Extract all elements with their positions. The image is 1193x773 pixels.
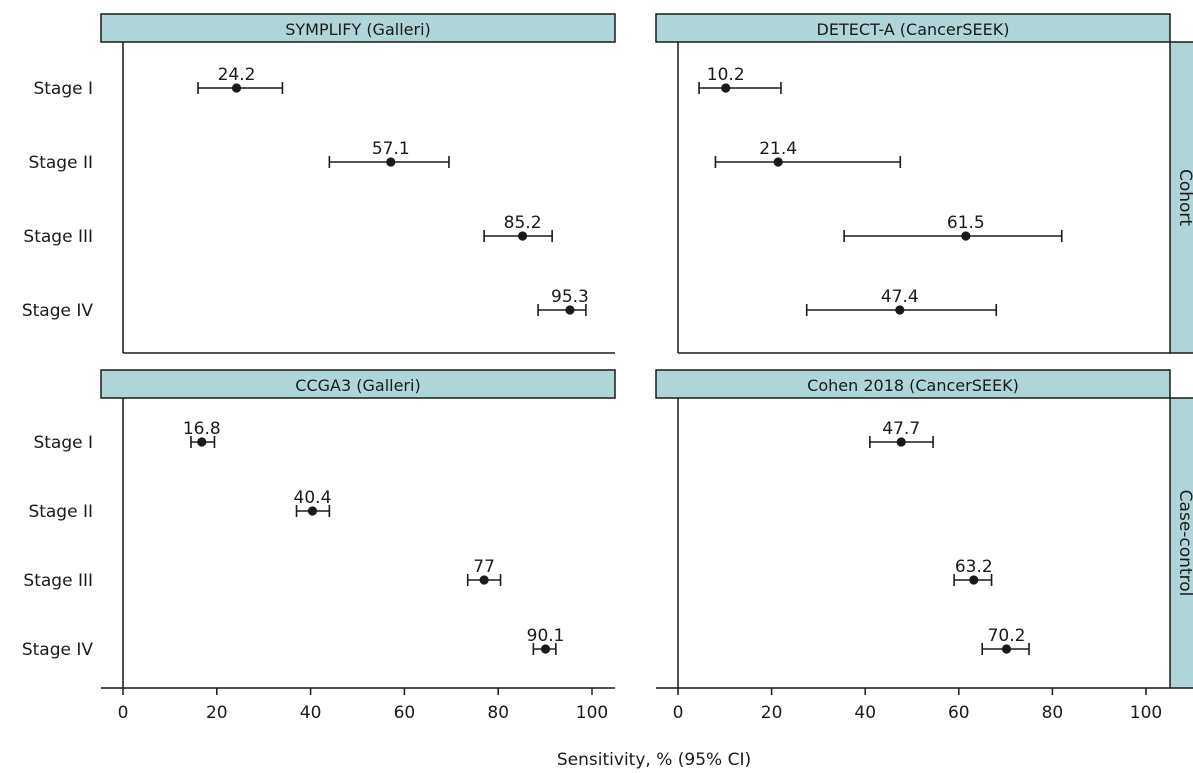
data-point [969,575,979,585]
data-label: 10.2 [707,65,745,85]
y-tick-label: Stage IV [22,640,94,660]
x-tick-label: 0 [118,703,129,723]
panel-title: CCGA3 (Galleri) [295,376,420,395]
data-label: 40.4 [294,488,332,508]
data-point [231,83,242,93]
x-tick-label: 20 [761,703,783,723]
x-tick-label: 20 [206,703,228,723]
data-label: 77 [473,557,495,577]
panel-title: DETECT-A (CancerSEEK) [817,20,1010,39]
x-tick-label: 80 [487,703,509,723]
data-point [1001,644,1012,654]
x-tick-label: 0 [673,703,684,723]
data-label: 61.5 [947,213,985,233]
data-point [386,157,396,167]
y-tick-label: Stage IV [22,301,94,321]
ci-errorbar [537,304,587,316]
panel-strip [100,369,616,399]
data-label: 24.2 [218,65,256,85]
data-label: 63.2 [955,557,993,577]
y-tick-label: Stage II [28,153,93,173]
data-label: 95.3 [551,287,589,307]
ci-errorbar [714,156,902,168]
y-tick-label: Stage I [33,433,93,453]
data-label: 85.2 [504,213,542,233]
x-axis-label: Sensitivity, % (95% CI) [557,750,751,770]
panel-3: CCGA3 (Galleri) Stage I Stage II Stage III S… [22,369,616,723]
data-point [565,305,575,315]
panel-title: SYMPLIFY (Galleri) [285,20,431,39]
y-tick-label: Stage III [23,571,93,591]
row-strip-label: Cohort [1175,169,1193,226]
data-point [540,644,551,654]
row-strip-1: Cohort [1169,41,1193,354]
data-label: 47.7 [882,419,920,439]
data-point [517,231,528,241]
panel-strip [100,13,616,43]
x-tick-label: 100 [1130,703,1162,723]
row-strip-2: Case-control [1169,397,1193,689]
data-point [773,157,783,167]
data-point [896,437,906,447]
panel-1: SYMPLIFY (Galleri) Stage I Stage II Stage I… [22,13,616,354]
y-tick-label: Stage II [28,502,93,522]
x-tick-label: 100 [576,703,608,723]
x-tick-label: 60 [948,703,970,723]
panel-strip [655,369,1171,399]
y-tick-label: Stage III [23,227,93,247]
panel-4: Cohen 2018 (CancerSEEK) 0 20 40 60 80 100 47.7 6… [655,369,1171,723]
x-tick-label: 80 [1042,703,1064,723]
data-label: 47.4 [881,287,919,307]
panel-2: DETECT-A (CancerSEEK) 10.2 21.4 61.5 47.4 [655,13,1171,354]
ci-errorbar [843,230,1063,242]
data-label: 70.2 [988,626,1026,646]
row-strip-box [1169,41,1193,354]
data-point [961,231,971,241]
x-tick-label: 40 [854,703,876,723]
data-label: 21.4 [759,139,797,159]
row-strip-label: Case-control [1175,490,1193,597]
y-tick-label: Stage I [33,79,93,99]
data-point [197,437,207,447]
panel-strip [655,13,1171,43]
data-label: 90.1 [527,626,565,646]
data-point [479,575,489,585]
panel-title: Cohen 2018 (CancerSEEK) [807,376,1019,395]
data-point [307,506,318,516]
x-tick-label: 40 [300,703,322,723]
data-label: 57.1 [372,139,410,159]
data-label: 16.8 [183,419,221,439]
ci-errorbar [698,82,782,94]
row-strip-box [1169,397,1193,689]
x-tick-label: 60 [394,703,416,723]
data-point [895,305,905,315]
data-point [721,83,731,93]
